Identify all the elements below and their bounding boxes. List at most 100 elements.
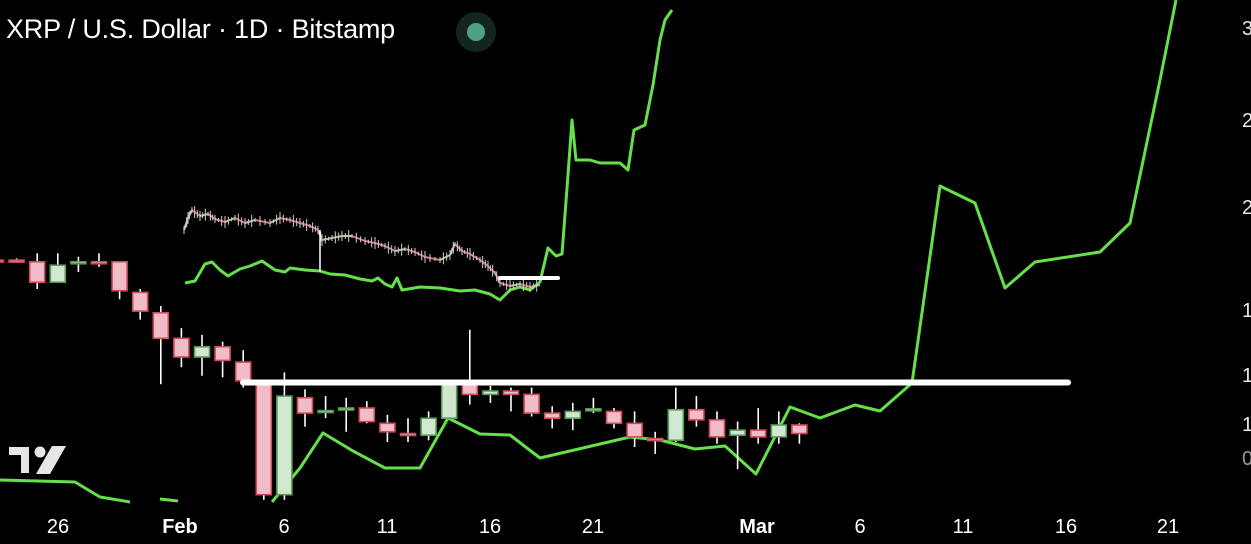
time-tick-label: 6 xyxy=(278,516,290,538)
candle xyxy=(276,372,293,500)
candle-up xyxy=(420,417,437,437)
candle xyxy=(523,387,540,417)
candle-up xyxy=(667,408,685,442)
candle-down xyxy=(8,259,25,263)
candle-up xyxy=(49,264,67,284)
mini-price-trace xyxy=(424,256,441,261)
candle-down xyxy=(749,429,767,438)
candle xyxy=(399,418,417,442)
mini-price-trace xyxy=(499,282,511,287)
candle-down xyxy=(688,408,705,421)
mini-price-trace xyxy=(224,217,236,223)
candle-up xyxy=(482,390,499,396)
chart-title: XRP / U.S. Dollar · 1D · Bitstamp xyxy=(6,14,396,44)
candle-down xyxy=(379,422,396,433)
indicator-line xyxy=(159,497,179,503)
mini-price-trace xyxy=(394,248,406,252)
mini-price-trace xyxy=(254,219,271,224)
mini-price-trace xyxy=(461,250,471,255)
candle xyxy=(28,253,46,289)
candle-up xyxy=(337,407,355,411)
mini-price-trace xyxy=(494,272,501,284)
candle-down xyxy=(28,260,46,283)
candle-up xyxy=(729,429,746,437)
candle-down xyxy=(605,410,623,425)
candle-up xyxy=(770,424,788,438)
market-status-icon[interactable] xyxy=(456,12,496,52)
candle xyxy=(667,387,685,442)
mini-price-trace xyxy=(374,242,386,247)
candle-down xyxy=(0,259,5,263)
candle xyxy=(708,411,726,444)
mini-price-trace xyxy=(439,254,451,261)
candle xyxy=(440,383,458,420)
mini-price-trace xyxy=(509,283,521,287)
candle-down xyxy=(646,437,664,442)
mini-price-trace xyxy=(414,251,426,258)
candle xyxy=(585,397,602,414)
candle-down xyxy=(173,337,190,358)
candle xyxy=(8,258,25,263)
drawing-overlays xyxy=(0,0,1178,504)
time-tick-label: 16 xyxy=(1054,516,1078,538)
candle xyxy=(502,387,520,412)
candle xyxy=(255,383,273,500)
candle xyxy=(379,414,396,442)
candle-down xyxy=(358,407,376,423)
candle-down xyxy=(791,424,808,435)
mini-price-trace xyxy=(529,284,541,288)
price-tick-label: 2 xyxy=(1242,197,1251,219)
candle-up xyxy=(564,410,582,419)
time-tick-label: 21 xyxy=(1156,516,1180,538)
candle xyxy=(461,329,479,405)
mini-price-trace xyxy=(479,259,489,267)
mini-price-trace xyxy=(214,218,226,223)
mini-price-trace xyxy=(384,245,396,252)
candle-down xyxy=(543,412,561,420)
mini-price-trace xyxy=(279,217,291,221)
candle xyxy=(605,408,623,429)
candle-down xyxy=(399,432,417,437)
candle-down xyxy=(461,383,479,396)
candle xyxy=(688,396,705,427)
candle-down xyxy=(214,345,231,362)
mini-price-trace xyxy=(244,219,256,224)
candle-up xyxy=(440,383,458,420)
candles xyxy=(0,253,1071,500)
price-tick-label: 3 xyxy=(1242,18,1251,40)
price-tick-label: 2 xyxy=(1242,110,1251,132)
mini-price-trace xyxy=(454,243,463,252)
mini-price-trace xyxy=(199,213,209,217)
candle xyxy=(173,328,190,368)
candle xyxy=(729,421,746,470)
candle-up xyxy=(317,409,334,414)
mini-price-trace xyxy=(269,217,281,224)
candle xyxy=(358,401,376,424)
candle xyxy=(420,411,437,441)
candle xyxy=(193,334,211,376)
mini-price-trace xyxy=(289,219,301,224)
candle-down xyxy=(626,422,643,438)
candle xyxy=(214,341,231,378)
price-tick-label: 0 xyxy=(1242,448,1251,470)
price-tick-label: 1 xyxy=(1242,414,1251,436)
candle xyxy=(131,289,149,320)
candle-up xyxy=(276,395,293,496)
candle-up xyxy=(70,260,87,265)
time-tick-label: 6 xyxy=(854,516,866,538)
time-tick-label: 11 xyxy=(952,516,974,538)
candle xyxy=(626,411,643,448)
candle xyxy=(749,408,767,444)
candle-down xyxy=(523,393,540,414)
candle-down xyxy=(296,396,314,414)
time-tick-label: 21 xyxy=(581,516,605,538)
candle xyxy=(0,259,5,263)
indicator-line xyxy=(0,478,131,504)
candle xyxy=(543,406,561,429)
mini-price-trace xyxy=(519,283,531,288)
candle xyxy=(791,423,808,444)
mini-price-trace xyxy=(321,237,333,241)
candle xyxy=(152,306,170,385)
candle-up xyxy=(193,345,211,358)
